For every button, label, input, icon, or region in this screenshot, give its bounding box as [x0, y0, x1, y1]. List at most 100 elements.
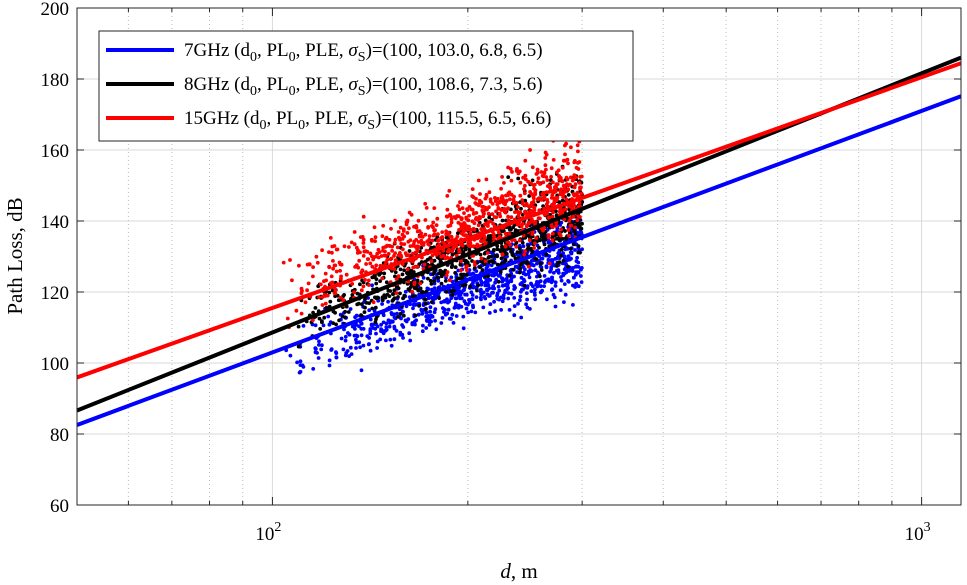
data-point — [528, 307, 532, 311]
data-point — [501, 293, 506, 297]
data-point — [457, 276, 462, 281]
data-point — [398, 311, 403, 316]
data-point — [524, 302, 528, 307]
data-point — [333, 310, 337, 315]
data-point — [561, 259, 566, 263]
data-point — [372, 225, 377, 230]
data-point — [481, 205, 486, 209]
data-point — [509, 291, 514, 296]
data-point — [462, 211, 466, 216]
data-point — [443, 279, 448, 283]
data-point — [556, 271, 561, 275]
data-point — [510, 170, 514, 174]
data-point — [491, 248, 496, 252]
data-point — [450, 263, 455, 268]
data-point — [422, 262, 427, 267]
y-tick-label: 200 — [41, 0, 70, 20]
data-point — [527, 204, 532, 209]
data-point — [547, 254, 552, 258]
data-point — [303, 300, 308, 305]
data-point — [335, 293, 340, 298]
data-point — [446, 239, 450, 244]
data-point — [318, 282, 323, 287]
data-point — [500, 244, 504, 249]
data-point — [403, 318, 408, 323]
data-point — [542, 171, 547, 176]
data-point — [441, 248, 446, 253]
data-point — [473, 263, 477, 267]
data-point — [518, 266, 523, 271]
data-point — [437, 251, 442, 256]
data-point — [482, 251, 487, 256]
data-point — [363, 249, 368, 254]
data-point — [373, 235, 378, 240]
x-tick-label: 103 — [905, 520, 931, 545]
data-point — [434, 327, 439, 332]
data-point — [456, 214, 461, 219]
data-point — [544, 175, 549, 179]
data-point — [533, 297, 538, 302]
data-point — [543, 156, 548, 160]
data-point — [517, 246, 522, 251]
data-point — [290, 278, 294, 283]
data-point — [530, 178, 535, 183]
data-point — [521, 265, 526, 269]
data-point — [505, 279, 509, 283]
data-point — [563, 247, 568, 252]
data-point — [404, 253, 409, 258]
data-point — [359, 288, 364, 293]
data-point — [506, 291, 511, 295]
data-point — [323, 294, 328, 298]
data-point — [413, 313, 418, 318]
data-point — [572, 185, 577, 190]
data-point — [359, 333, 364, 338]
data-point — [458, 296, 462, 301]
data-point — [574, 165, 579, 170]
data-point — [558, 288, 563, 292]
data-point — [356, 265, 361, 270]
data-point — [500, 252, 505, 256]
data-point — [514, 244, 519, 249]
data-point — [295, 360, 299, 365]
data-point — [409, 285, 413, 289]
data-point — [559, 227, 563, 232]
data-point — [544, 167, 548, 172]
data-point — [359, 368, 364, 373]
data-point — [528, 209, 532, 214]
data-point — [566, 264, 570, 269]
data-point — [407, 331, 412, 336]
data-point — [533, 220, 538, 224]
data-point — [474, 196, 478, 201]
data-point — [315, 260, 320, 265]
data-point — [495, 262, 500, 267]
data-point — [500, 279, 505, 284]
data-point — [566, 193, 571, 197]
data-point — [378, 337, 383, 342]
data-point — [472, 227, 477, 232]
data-point — [416, 288, 421, 293]
data-point — [384, 338, 388, 343]
data-point — [409, 268, 414, 273]
data-point — [449, 217, 454, 222]
data-point — [326, 314, 331, 319]
data-point — [332, 263, 337, 268]
data-point — [380, 298, 385, 303]
data-point — [568, 223, 573, 228]
data-point — [578, 185, 582, 190]
data-point — [458, 292, 463, 297]
data-point — [389, 343, 394, 348]
data-point — [559, 275, 563, 279]
data-point — [407, 226, 411, 231]
data-point — [381, 320, 386, 325]
data-point — [285, 316, 290, 321]
data-point — [307, 262, 312, 266]
data-point — [318, 327, 323, 331]
data-point — [373, 295, 377, 300]
data-point — [487, 311, 492, 315]
data-point — [461, 314, 466, 319]
data-point — [518, 298, 522, 303]
data-point — [451, 321, 456, 325]
legend-entry-15GHz: 15GHz (d0, PL0, PLE, σS)=(100, 115.5, 6.… — [184, 108, 551, 133]
data-point — [494, 209, 498, 214]
data-point — [410, 289, 415, 294]
